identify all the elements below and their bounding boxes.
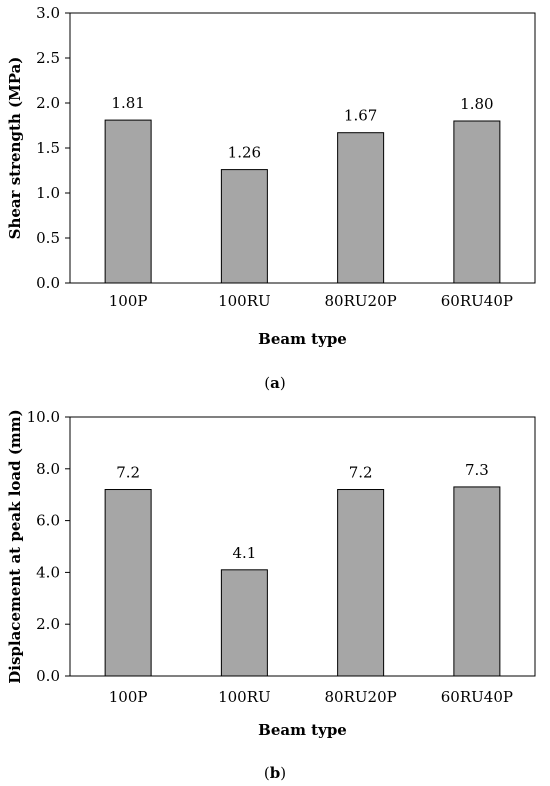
x-tick-label: 80RU20P — [325, 292, 397, 310]
x-tick-label: 100RU — [218, 292, 271, 310]
x-tick-label: 60RU40P — [441, 292, 513, 310]
data-label: 1.80 — [460, 95, 493, 113]
y-tick-label: 3.0 — [36, 4, 60, 22]
bar-100p — [104, 119, 152, 284]
y-tick-label: 1.0 — [36, 184, 60, 202]
y-tick-label: 8.0 — [36, 460, 60, 478]
y-tick-label: 6.0 — [36, 512, 60, 530]
y-tick-label: 1.5 — [36, 139, 60, 157]
x-tick-label: 100P — [109, 688, 148, 706]
plot-frame — [69, 416, 536, 677]
y-tick-label: 0.0 — [36, 274, 60, 292]
y-tick-label: 10.0 — [27, 408, 60, 426]
y-tick-label: 0.5 — [36, 229, 60, 247]
y-tick-label: 2.0 — [36, 94, 60, 112]
y-tick-label: 0.0 — [36, 667, 60, 685]
y-axis-title: Displacement at peak load (mm) — [6, 409, 24, 684]
x-tick-label: 100RU — [218, 688, 271, 706]
bar-80ru20p — [337, 132, 385, 284]
y-tick-label: 4.0 — [36, 563, 60, 581]
data-label: 1.26 — [228, 144, 261, 162]
panel-label: (a) — [264, 374, 285, 392]
chart-b: 0.0 2.0 4.0 6.0 8.0 10.0 7.2 100P 4.1 100RU 7.2 80R… — [6, 408, 536, 782]
y-tick-label: 2.5 — [36, 49, 60, 67]
bar-60ru40p — [453, 120, 501, 284]
data-label: 1.67 — [344, 107, 377, 125]
data-label: 7.3 — [465, 461, 489, 479]
y-tick-label: 2.0 — [36, 615, 60, 633]
bar-60ru40p — [453, 486, 501, 677]
x-axis-title: Beam type — [258, 721, 347, 739]
y-axis-title: Shear strength (MPa) — [6, 57, 24, 240]
bar-100ru — [220, 569, 268, 677]
x-tick-label: 100P — [109, 292, 148, 310]
bar-100ru — [220, 169, 268, 284]
data-label: 4.1 — [232, 544, 256, 562]
panel-label: (b) — [264, 764, 286, 782]
x-tick-label: 60RU40P — [441, 688, 513, 706]
data-label: 7.2 — [116, 464, 140, 482]
x-axis-title: Beam type — [258, 330, 347, 348]
bar-80ru20p — [337, 489, 385, 677]
data-label: 7.2 — [349, 464, 373, 482]
chart-a: 0.0 0.5 1.0 1.5 2.0 2.5 3.0 1.81 100P 1.26 100RU 1.… — [6, 4, 536, 392]
bar-100p — [104, 489, 152, 677]
x-tick-label: 80RU20P — [325, 688, 397, 706]
data-label: 1.81 — [111, 94, 144, 112]
